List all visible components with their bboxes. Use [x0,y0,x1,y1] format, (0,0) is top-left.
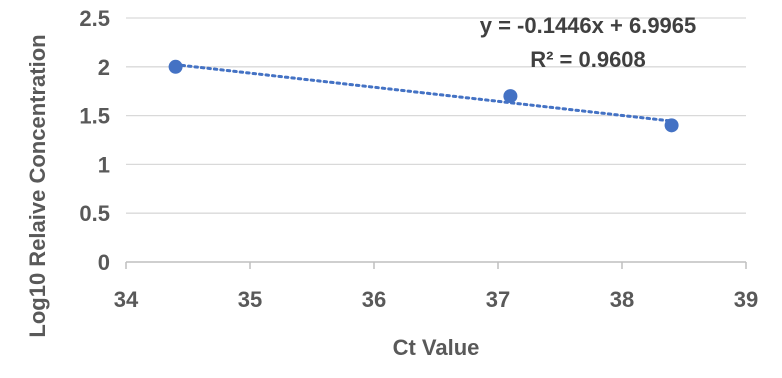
data-point [168,59,183,74]
data-points [168,59,679,133]
data-point [664,118,679,133]
trendline [174,63,674,123]
trendline-equation: y = -0.1446x + 6.9965 [480,13,697,38]
gridlines [126,17,746,214]
x-tick-label: 38 [610,287,634,312]
x-tick-label: 34 [114,287,139,312]
x-tick-labels: 34 35 36 37 38 39 [114,287,758,312]
y-tick-label: 0.5 [79,201,110,226]
x-tick-label: 36 [362,287,386,312]
data-point [503,89,518,104]
y-tick-label: 2.5 [79,6,110,31]
y-tick-label: 2 [98,55,110,80]
y-tick-label: 0 [98,250,110,275]
y-axis-title: Log10 Relaive Concentration [25,34,50,337]
trendline-group [174,63,674,123]
x-tick-label: 35 [238,287,262,312]
x-axis-title: Ct Value [393,335,480,360]
y-tick-label: 1.5 [79,104,110,129]
y-tick-labels: 0 0.5 1 1.5 2 2.5 [79,6,110,275]
x-tick-label: 37 [486,287,510,312]
r-squared-label: R² = 0.9608 [530,47,646,72]
x-tick-label: 39 [734,287,758,312]
y-tick-label: 1 [98,152,110,177]
axes [125,261,747,269]
